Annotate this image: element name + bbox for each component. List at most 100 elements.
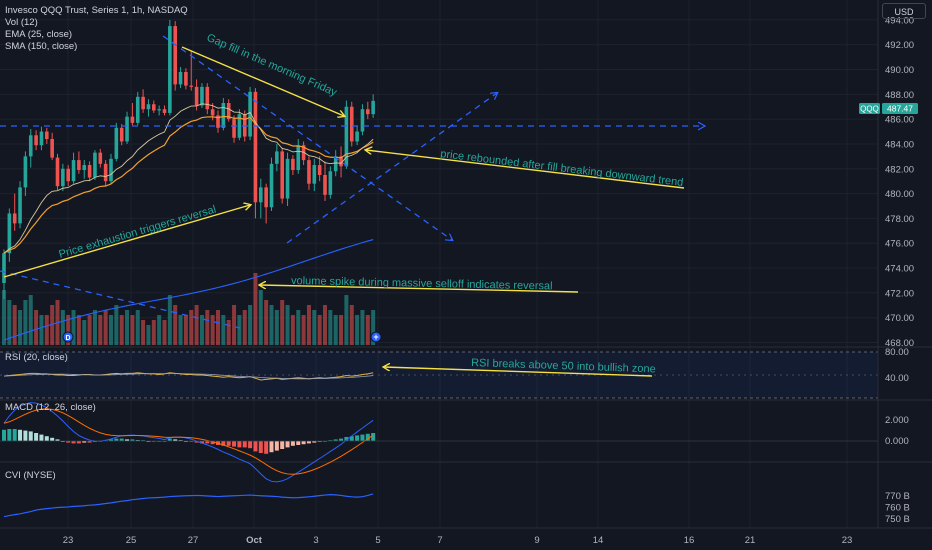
macd-histogram-bar <box>237 441 242 448</box>
price-tick-label: 494.00 <box>885 15 914 26</box>
price-tick-label: 484.00 <box>885 139 914 150</box>
exhaustion-note: Price exhaustion triggers reversal <box>57 204 217 261</box>
macd-histogram-bar <box>55 439 60 441</box>
sma-line <box>3 239 374 341</box>
volume-bar <box>130 315 135 345</box>
exhaustion-arrow <box>3 205 250 278</box>
price-tick-label: 482.00 <box>885 164 914 175</box>
volume-bar <box>82 320 87 345</box>
dividend-marker[interactable] <box>62 331 74 343</box>
currency-button[interactable]: USD <box>882 3 926 19</box>
volume-bar <box>333 315 338 345</box>
volume-bar <box>87 315 92 345</box>
price-tick-label: 468.00 <box>885 338 914 349</box>
macd-histogram-bar <box>71 441 76 444</box>
price-tick-label: 476.00 <box>885 239 914 250</box>
macd-histogram-bar <box>39 434 44 441</box>
candle-body <box>285 158 290 199</box>
time-tick-label: 7 <box>437 535 442 546</box>
time-tick-label: Oct <box>246 535 263 546</box>
cvi-label[interactable]: CVI (NYSE) <box>5 470 56 481</box>
price-tag-symbol-box <box>859 103 880 114</box>
volume-bar <box>66 315 71 345</box>
price-tick-label: 474.00 <box>885 264 914 275</box>
volume-bar <box>269 305 274 345</box>
time-tick-label: 25 <box>126 535 137 546</box>
volume-bar <box>178 315 183 345</box>
axes: 494.00 492.00 490.00 488.00 486.00 484.00 482.… <box>63 15 914 546</box>
candle-body <box>34 135 38 146</box>
volume-bar <box>44 315 49 345</box>
rsi-tick-label: 40.00 <box>885 373 909 384</box>
candle-body <box>39 131 44 146</box>
macd-histogram-bar <box>339 438 344 441</box>
volume-bar <box>39 315 44 345</box>
macd-histogram-bar <box>194 441 199 443</box>
candle-body <box>146 104 151 110</box>
candle-body <box>77 160 81 171</box>
volume-bar <box>2 290 6 345</box>
macd-histogram-bar <box>23 430 28 441</box>
macd-histogram-bar <box>109 439 113 441</box>
macd-histogram-bar <box>323 441 327 442</box>
downtrend-line <box>162 35 452 240</box>
volume-bar <box>103 310 108 345</box>
time-tick-label: 3 <box>313 535 318 546</box>
candle-body <box>232 119 236 138</box>
time-tick-label: 27 <box>188 535 199 546</box>
candle-body <box>253 91 258 203</box>
legend-ema[interactable]: EMA (25, close) <box>5 29 73 40</box>
candle-body <box>307 160 311 184</box>
macd-histogram-bar <box>371 433 376 441</box>
candle-body <box>61 168 65 187</box>
price-tick-label: 490.00 <box>885 65 914 76</box>
volume-bar <box>371 310 376 345</box>
candle-body <box>125 116 129 142</box>
candle-body <box>366 109 370 115</box>
ema-line <box>3 115 374 254</box>
moving-averages <box>3 103 374 341</box>
volume-bar <box>306 305 311 345</box>
macd-label[interactable]: MACD (12, 26, close) <box>5 402 96 413</box>
price-tick-label: 480.00 <box>885 189 914 200</box>
candle-body <box>7 213 12 254</box>
candle-body <box>237 114 242 138</box>
macd-histogram-bar <box>258 441 263 453</box>
volume-bar <box>12 305 17 345</box>
candle-body <box>216 115 220 128</box>
macd-histogram-bar <box>248 441 253 449</box>
volume-bar <box>76 315 81 345</box>
volume-bar <box>312 310 317 345</box>
candle-body <box>371 100 375 115</box>
candle-body <box>323 174 327 195</box>
price-tag-value-box <box>882 103 918 114</box>
legend-sma[interactable]: SMA (150, close) <box>5 41 78 52</box>
volume-bar <box>157 315 162 345</box>
candle-body <box>291 158 295 171</box>
rsi-label[interactable]: RSI (20, close) <box>5 352 68 363</box>
volume-bar <box>183 315 188 345</box>
volume-bar <box>285 305 290 345</box>
candle-body <box>221 103 226 128</box>
candle-body <box>114 127 119 159</box>
chart-title: Invesco QQQ Trust, Series 1, 1h, NASDAQ <box>5 5 188 16</box>
macd-histogram-bar <box>12 429 17 441</box>
event-markers[interactable]: D + <box>62 331 382 343</box>
candle-body <box>339 156 343 167</box>
macd-histogram-bar <box>82 441 87 443</box>
volume-bar <box>253 273 258 345</box>
candle-body <box>130 116 135 123</box>
candle-body <box>210 109 215 116</box>
macd-histogram-bar <box>355 435 360 441</box>
event-marker[interactable] <box>370 331 382 343</box>
candle-body <box>248 91 252 137</box>
volume-bar <box>60 310 65 345</box>
candle-body <box>349 106 354 142</box>
candle-body <box>28 135 33 157</box>
macd-histogram-bar <box>199 441 204 444</box>
candle-body <box>93 152 97 178</box>
volume-bar <box>114 305 119 345</box>
candle-body <box>162 109 167 113</box>
legend-volume[interactable]: Vol (12) <box>5 17 38 28</box>
